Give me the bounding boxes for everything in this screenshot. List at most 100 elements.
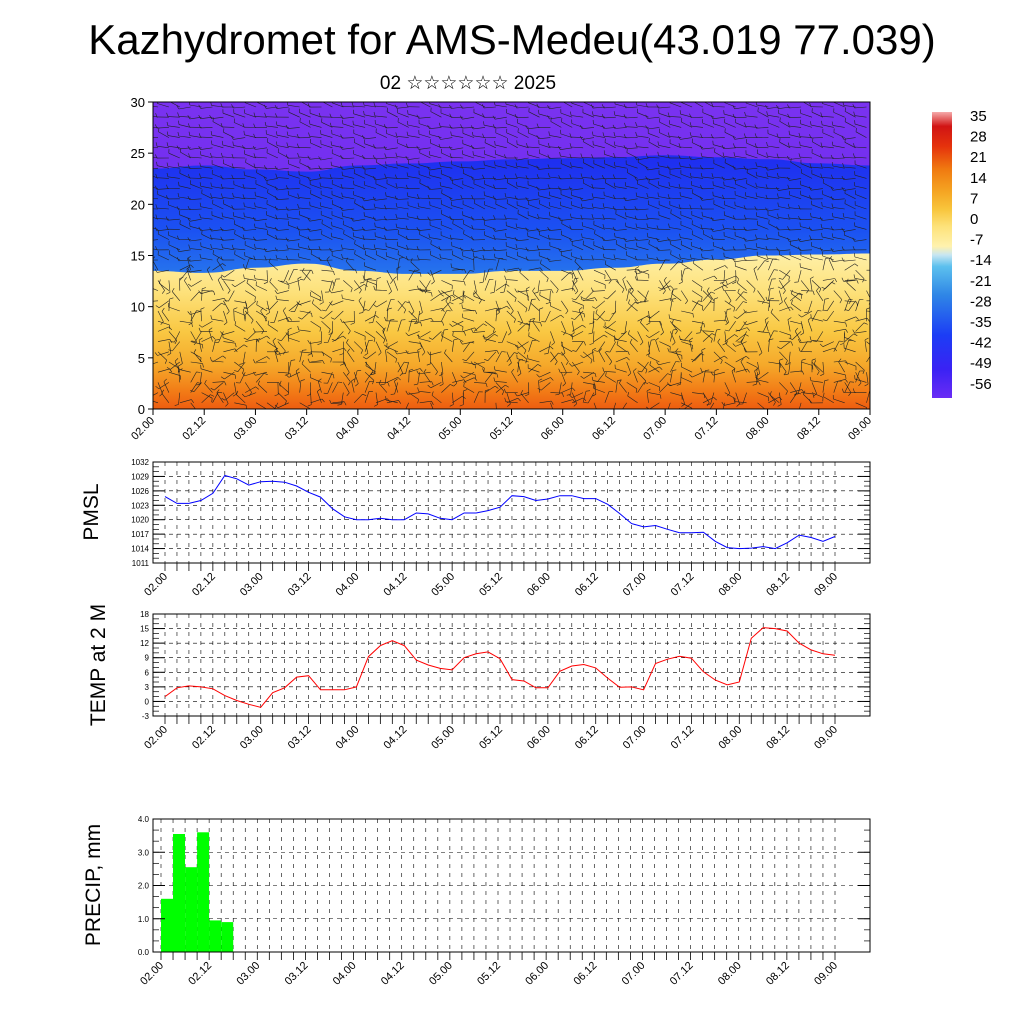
wind-barb-flag xyxy=(490,292,495,294)
wind-barb xyxy=(190,310,197,322)
wind-barb xyxy=(571,270,578,282)
wind-barb-flag xyxy=(394,350,398,355)
wind-barb-flag xyxy=(383,124,387,129)
wind-barb-flag xyxy=(241,372,245,377)
wind-barb-flag xyxy=(779,138,781,143)
wind-barb-flag xyxy=(342,335,347,339)
wind-barb xyxy=(320,177,333,179)
wind-barb xyxy=(822,380,825,393)
wind-barb xyxy=(527,236,540,240)
wind-barb-flag xyxy=(701,348,706,351)
wind-barb-flag xyxy=(221,243,223,248)
wind-barb xyxy=(764,319,769,332)
wind-barb xyxy=(385,350,388,363)
wind-barb-flag xyxy=(579,197,583,202)
wind-barb-flag xyxy=(166,195,169,200)
wind-barb xyxy=(735,205,747,210)
wind-barb-flag xyxy=(234,374,236,379)
wind-barb-flag xyxy=(574,280,578,285)
wind-barb-flag xyxy=(644,298,647,303)
wind-barb-flag xyxy=(721,246,724,251)
wind-barb xyxy=(276,208,289,211)
wind-barb-flag xyxy=(555,393,560,396)
wind-barb xyxy=(244,187,257,189)
wind-barb-flag xyxy=(711,255,714,260)
wind-barb xyxy=(636,227,649,230)
wind-barb-flag xyxy=(671,289,674,294)
wind-barb-flag xyxy=(711,235,714,240)
wind-barb-flag xyxy=(503,268,507,273)
wind-barb-flag xyxy=(799,141,801,146)
wind-barb xyxy=(561,269,573,275)
wind-barb xyxy=(582,112,595,118)
wind-barb-flag xyxy=(515,244,517,249)
wind-barb-flag xyxy=(508,332,512,336)
x-tick-label: 09.00 xyxy=(812,571,840,599)
wind-barb-flag xyxy=(285,374,290,378)
wind-barb-flag xyxy=(372,155,376,160)
wind-barb xyxy=(321,234,333,240)
wind-barb xyxy=(539,289,552,291)
wind-barb xyxy=(561,234,573,240)
wind-barb-flag xyxy=(735,329,740,332)
wind-barb xyxy=(605,182,616,189)
wind-barb-flag xyxy=(254,202,256,207)
wind-barb-flag xyxy=(264,112,267,117)
wind-barb xyxy=(854,156,867,159)
wind-barb xyxy=(571,146,584,149)
wind-barb-flag xyxy=(234,370,239,372)
wind-barb-flag xyxy=(449,124,452,129)
wind-barb xyxy=(473,154,486,159)
wind-barb-flag xyxy=(783,371,787,376)
wind-barb-flag xyxy=(754,124,757,129)
wind-barb xyxy=(690,208,704,210)
wind-barb-flag xyxy=(362,244,365,249)
wind-barb xyxy=(855,215,867,220)
wind-barb xyxy=(801,392,814,395)
wind-barb-flag xyxy=(373,244,376,249)
wind-barb-flag xyxy=(178,120,180,125)
wind-barb-flag xyxy=(373,144,376,149)
wind-barb xyxy=(527,198,540,201)
wind-barb xyxy=(331,236,344,240)
wind-barb-flag xyxy=(840,343,845,345)
wind-barb-flag xyxy=(743,165,746,170)
wind-barb xyxy=(288,269,294,281)
wind-barb-flag xyxy=(710,227,714,232)
wind-barb xyxy=(739,321,747,332)
wind-barb-flag xyxy=(263,281,268,285)
wind-barb-flag xyxy=(514,352,519,354)
wind-barb-flag xyxy=(514,113,517,118)
wind-barb xyxy=(538,167,551,170)
wind-barb xyxy=(222,178,235,180)
wind-barb xyxy=(254,259,268,261)
wind-barb xyxy=(779,280,786,291)
wind-barb-flag xyxy=(530,299,533,304)
wind-barb xyxy=(561,331,573,336)
wind-barb-flag xyxy=(841,135,844,140)
wind-barb-flag xyxy=(397,250,399,255)
wind-barb xyxy=(494,116,507,120)
wind-barb xyxy=(640,322,649,332)
wind-barb-flag xyxy=(196,383,201,386)
wind-barb xyxy=(343,280,353,289)
wind-barb xyxy=(323,310,333,320)
wind-barb xyxy=(757,290,765,301)
wind-barb xyxy=(528,214,540,220)
wind-barb-flag xyxy=(711,102,714,107)
wind-barb xyxy=(363,270,366,283)
wind-barb-flag xyxy=(217,276,222,281)
wind-barb xyxy=(386,346,398,353)
wind-barb xyxy=(266,214,279,220)
wind-barb xyxy=(581,157,595,159)
wind-barb xyxy=(680,166,693,169)
wind-barb-flag xyxy=(646,232,648,237)
wind-barb xyxy=(462,341,471,352)
wind-barb xyxy=(528,340,533,352)
wind-barb-flag xyxy=(787,226,790,231)
wind-barb xyxy=(407,135,420,138)
wind-barb xyxy=(726,344,736,353)
wind-barb xyxy=(614,208,627,211)
wind-barb-flag xyxy=(582,397,587,402)
wind-barb xyxy=(637,371,647,382)
